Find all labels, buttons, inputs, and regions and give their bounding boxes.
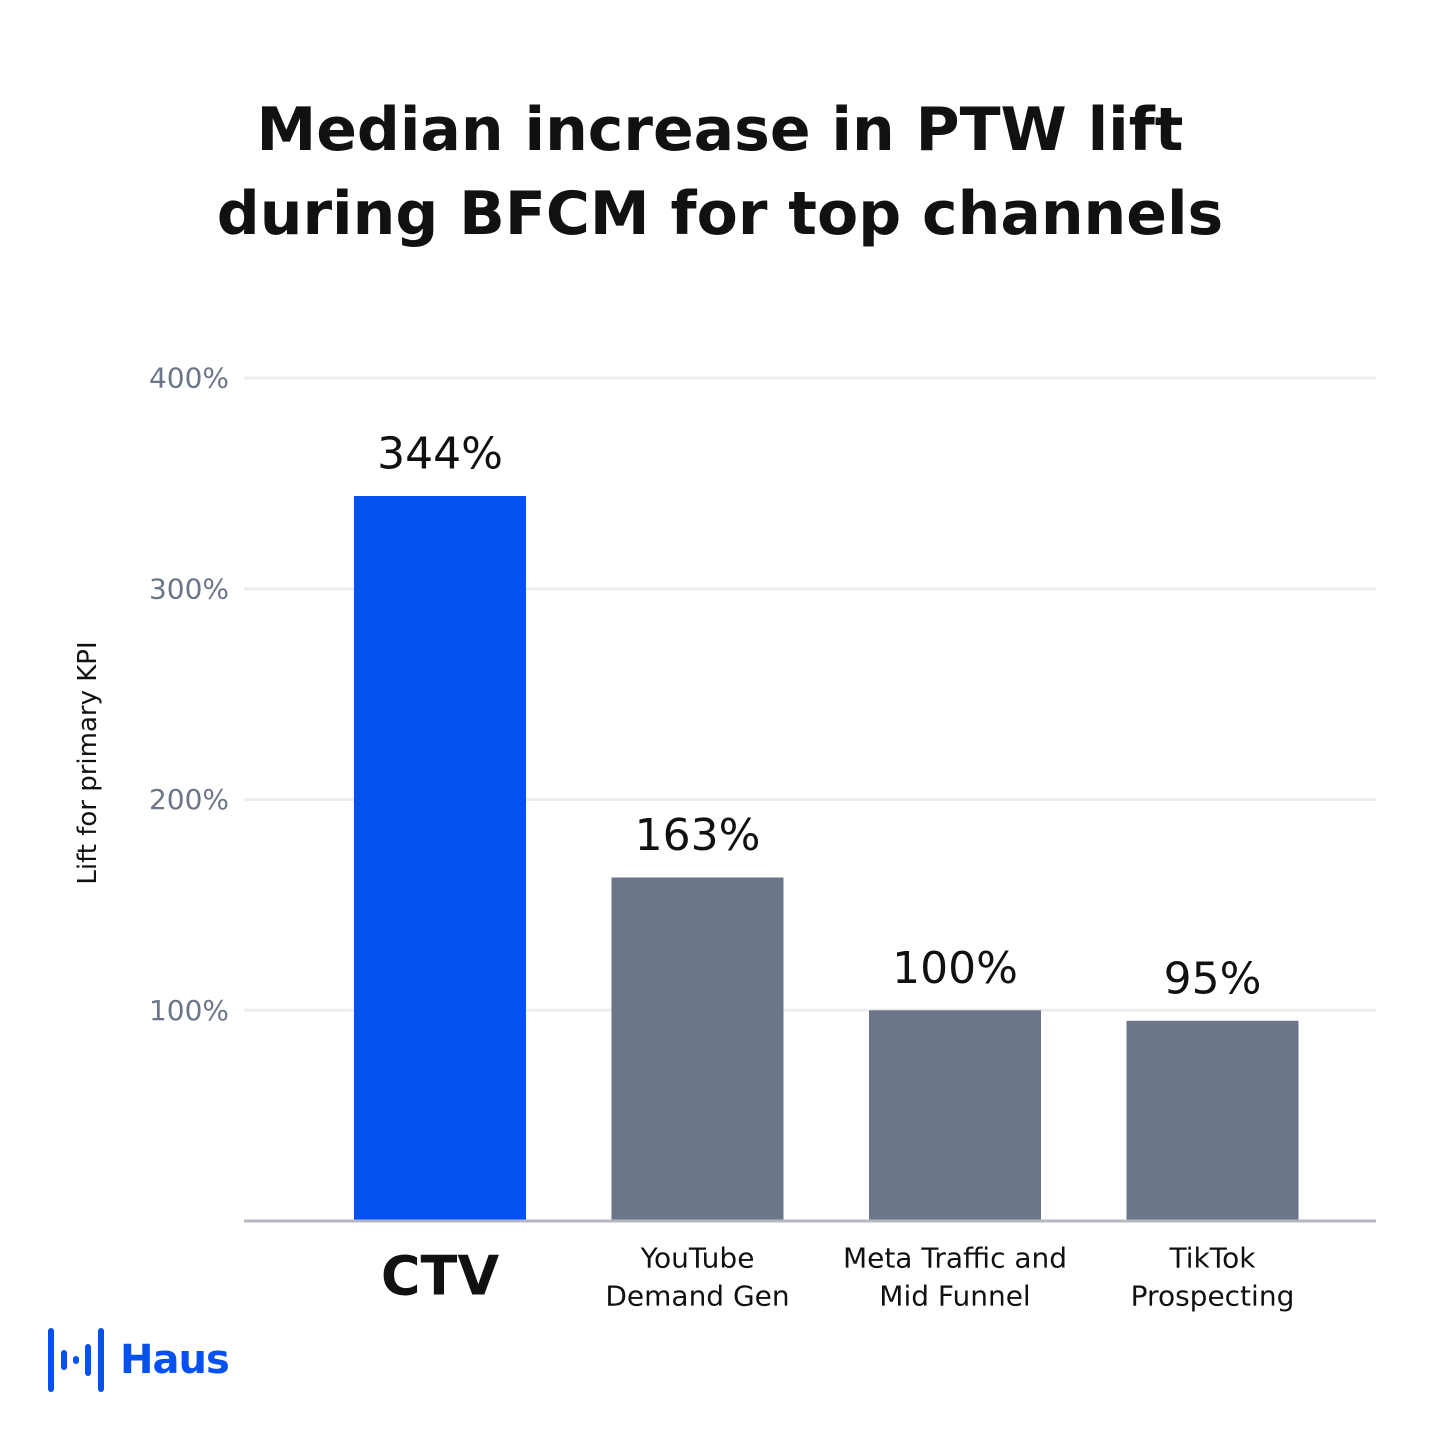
y-tick-label: 200% [149, 783, 229, 816]
category-label: Prospecting [1131, 1280, 1295, 1313]
y-tick-label: 400% [149, 362, 229, 395]
category-label: CTV [381, 1245, 499, 1308]
category-label: Meta Traffic and [843, 1242, 1067, 1275]
y-axis-label: Lift for primary KPI [73, 641, 103, 884]
bar [354, 496, 526, 1221]
value-label: 95% [1164, 953, 1262, 1004]
chart-title-line-2: during BFCM for top channels [216, 179, 1224, 249]
category-label: Demand Gen [605, 1280, 789, 1313]
category-label: TikTok [1169, 1242, 1257, 1275]
category-label: YouTube [640, 1242, 755, 1275]
value-label: 163% [635, 810, 761, 861]
y-tick-label: 300% [149, 572, 229, 605]
chart-title: Median increase in PTW lift during BFCM … [0, 88, 1440, 256]
brand-logo: Haus [48, 1328, 230, 1392]
haus-logo-icon [48, 1328, 104, 1392]
value-label: 344% [377, 429, 503, 480]
bar [611, 877, 784, 1221]
y-tick-label: 100% [149, 994, 229, 1027]
bar [869, 1010, 1041, 1221]
chart-title-line-1: Median increase in PTW lift [256, 95, 1184, 165]
brand-name: Haus [120, 1337, 230, 1383]
category-label: Mid Funnel [879, 1280, 1030, 1313]
value-label: 100% [892, 943, 1018, 994]
bar [1126, 1020, 1299, 1221]
